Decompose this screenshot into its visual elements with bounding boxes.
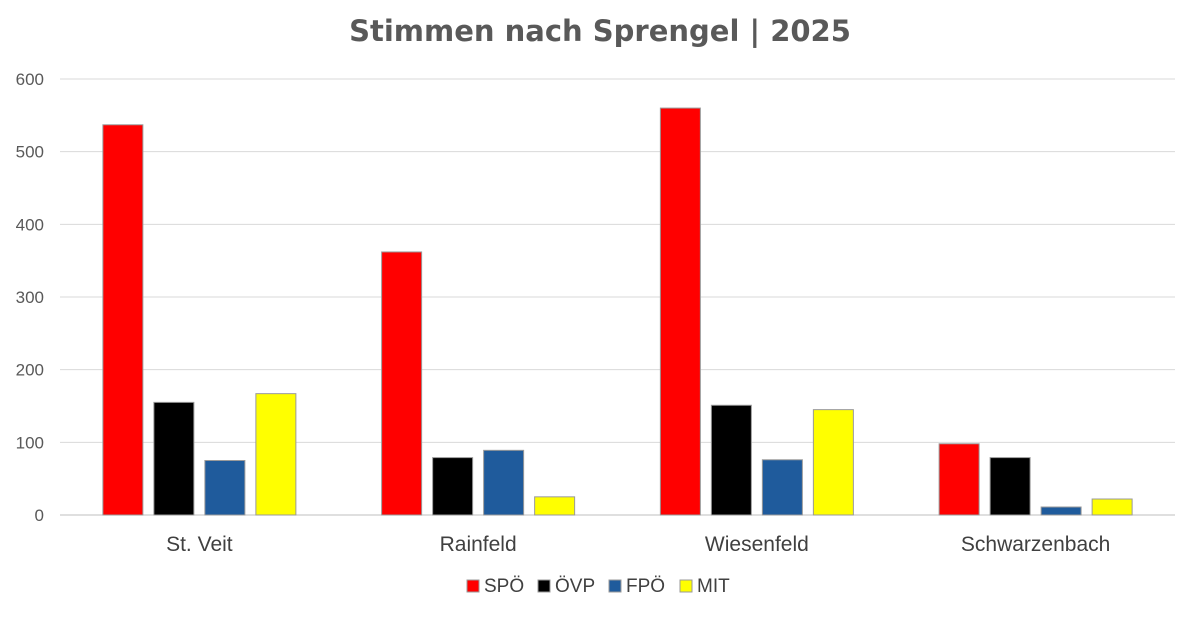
legend-swatch [537,579,551,593]
x-tick-label: St. Veit [166,533,233,556]
bar [255,393,297,516]
y-tick-label: 500 [16,143,44,162]
bar [534,496,576,516]
bar [483,449,525,516]
x-tick-label: Wiesenfeld [705,533,809,556]
y-tick-label: 300 [16,288,44,307]
bar [432,457,474,516]
y-tick-label: 400 [16,215,44,234]
bar [153,401,195,516]
y-tick-label: 0 [35,506,44,525]
bar [710,404,752,516]
x-tick-label: Schwarzenbach [961,533,1110,556]
chart-title: Stimmen nach Sprengel | 2025 [349,14,851,48]
legend-swatch [679,579,693,593]
legend-label: FPÖ [626,576,665,597]
bar [1091,498,1133,516]
bar [1040,506,1082,516]
legend-swatch [608,579,622,593]
legend-label: MIT [697,576,730,597]
y-tick-label: 100 [16,433,44,452]
bar [102,124,144,516]
y-tick-label: 600 [16,70,44,89]
legend-label: SPÖ [484,576,524,597]
legend-swatch [466,579,480,593]
bar [812,409,854,516]
legend-label: ÖVP [555,576,595,597]
bar [204,460,246,516]
bar [659,107,701,516]
x-tick-label: Rainfeld [440,533,517,556]
bar [938,443,980,516]
bar [989,457,1031,516]
bar [761,459,803,516]
y-tick-label: 200 [16,361,44,380]
bar [381,251,423,516]
